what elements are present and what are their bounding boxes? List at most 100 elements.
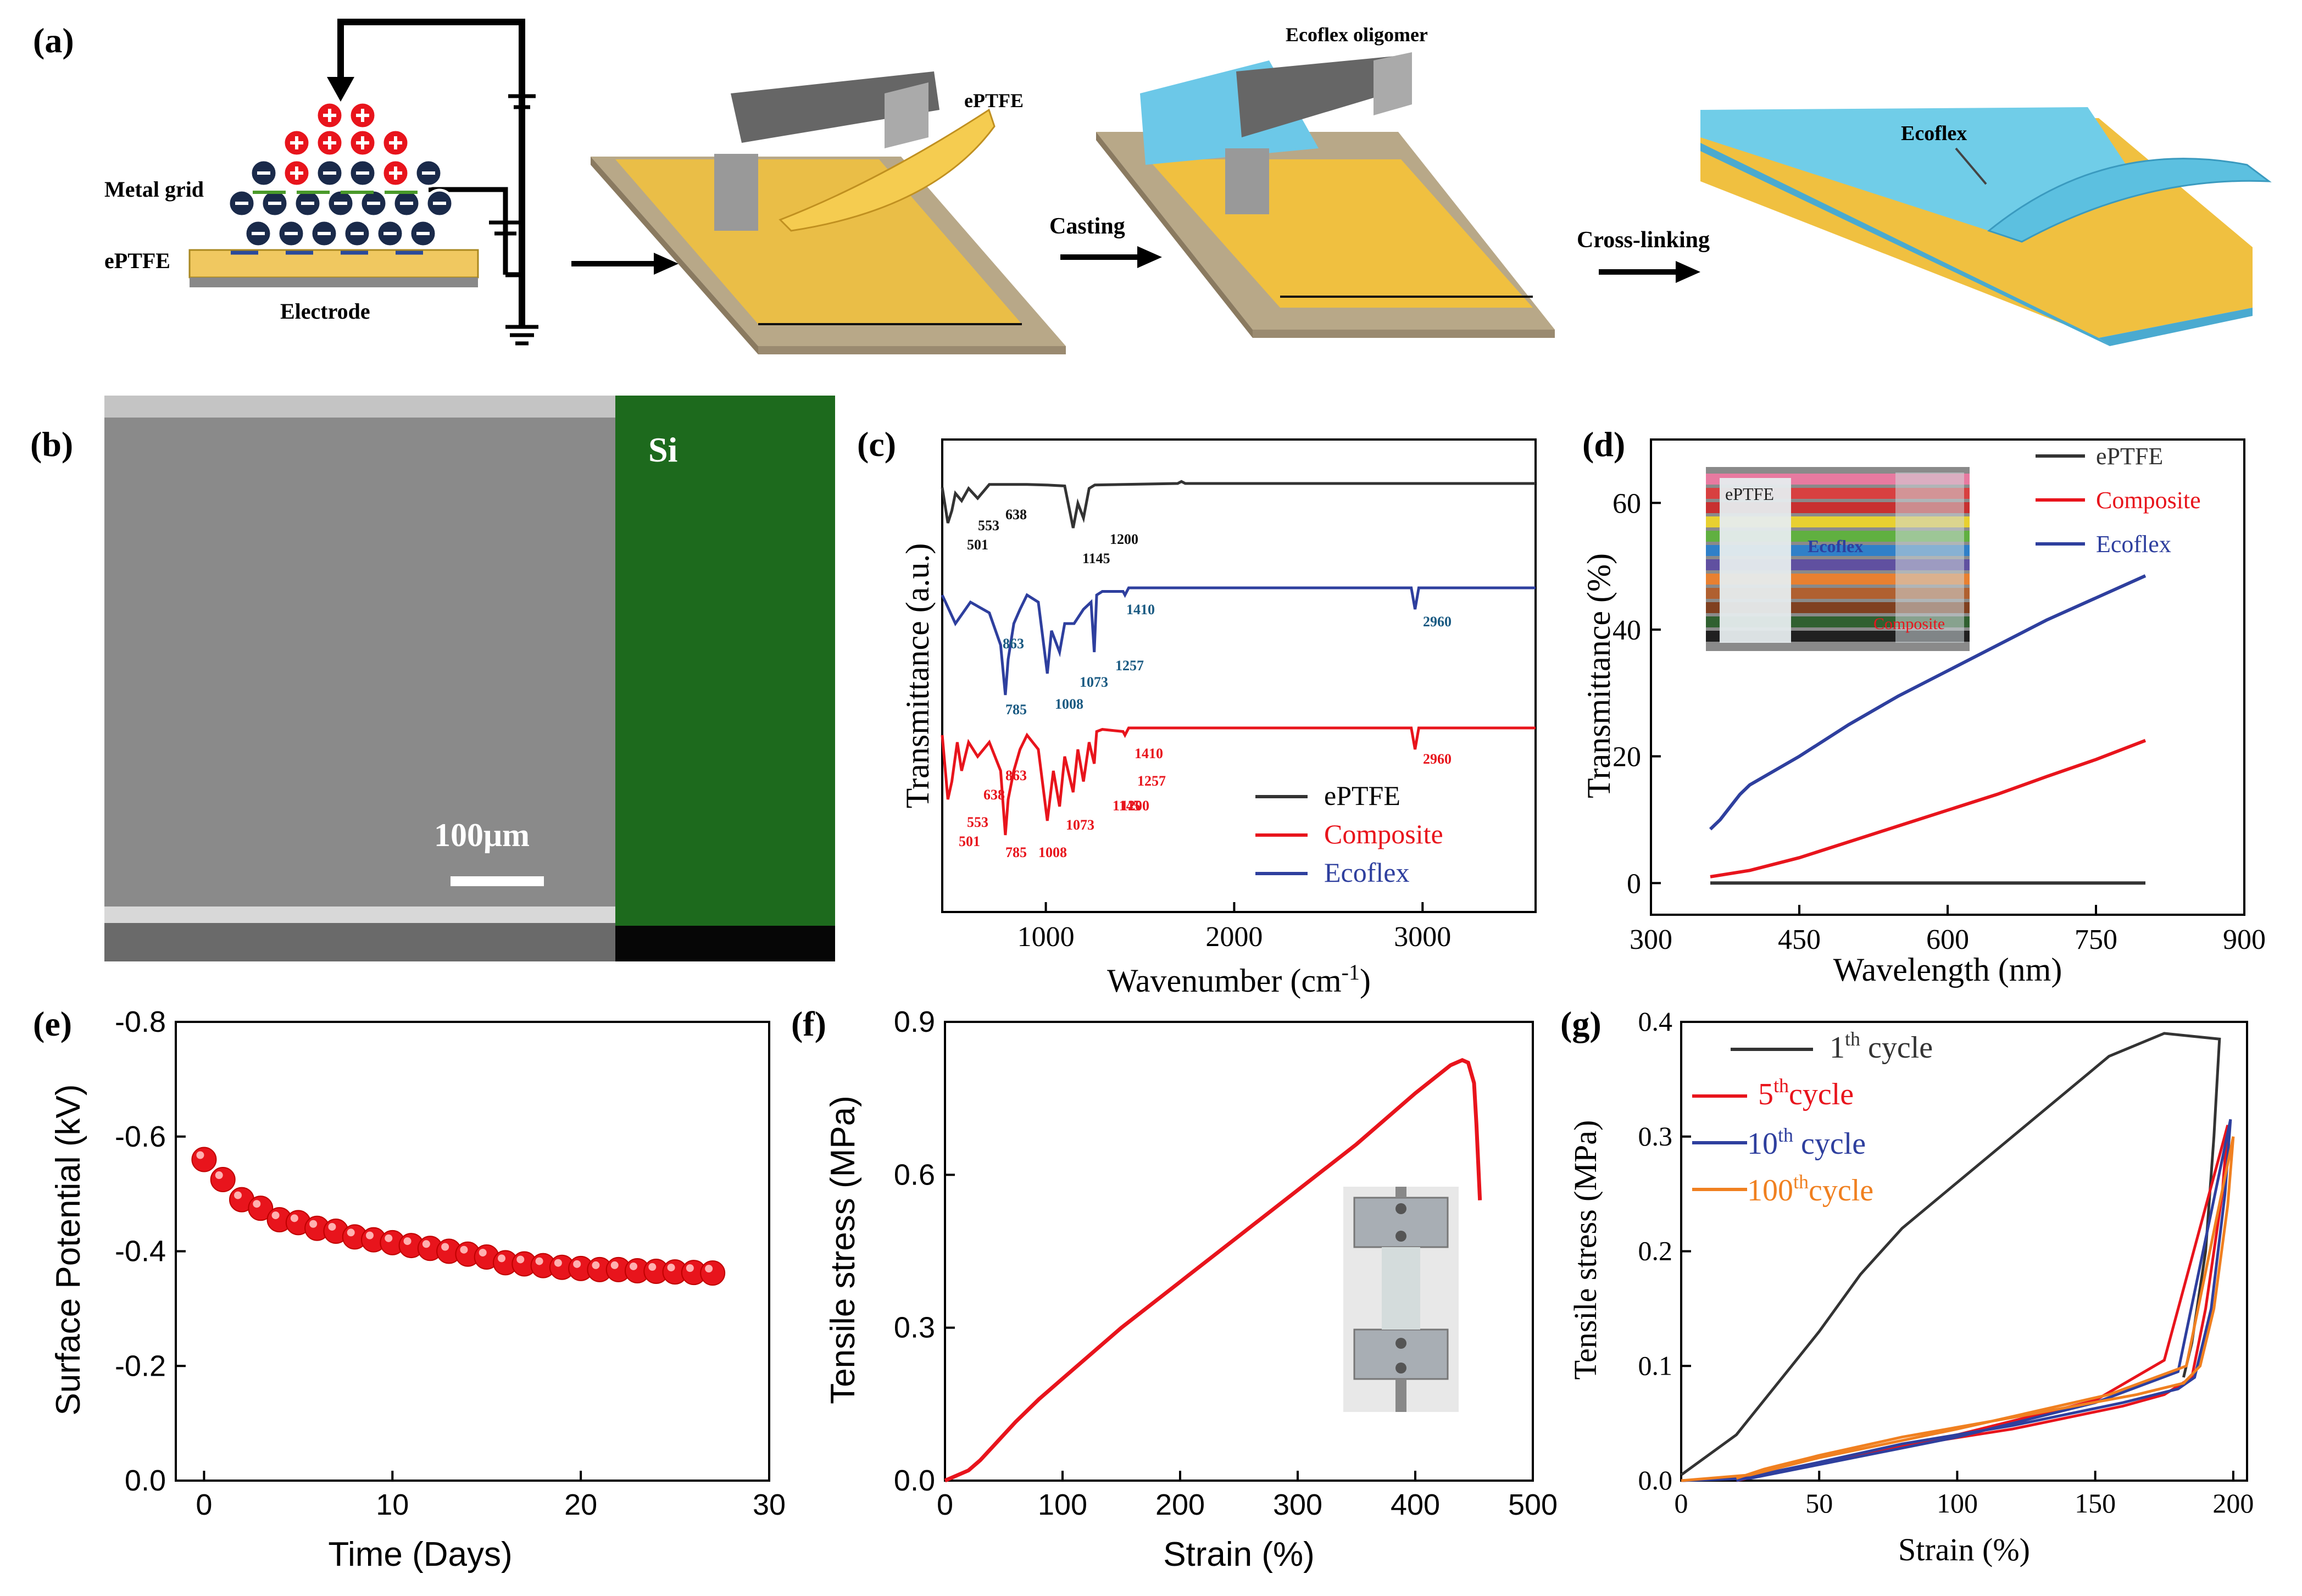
peak-label: 501 bbox=[959, 833, 980, 849]
peak-label: 1008 bbox=[1055, 696, 1083, 712]
panel-label-a: (a) bbox=[33, 21, 74, 60]
peak-label: 1257 bbox=[1115, 658, 1144, 674]
point-highlight bbox=[498, 1254, 505, 1263]
peak-label: 1073 bbox=[1066, 817, 1094, 833]
label-eptfe-roll: ePTFE bbox=[964, 90, 1024, 112]
x-tick-label: 2000 bbox=[1205, 921, 1263, 953]
y-axis-label: Transmittance (a.u.) bbox=[899, 543, 936, 809]
series-line-stress-strain bbox=[944, 1058, 1482, 1483]
y-tick-label: -0.6 bbox=[115, 1120, 166, 1153]
peak-label: 1410 bbox=[1126, 602, 1155, 618]
point-highlight bbox=[705, 1265, 713, 1273]
x-tick-label: 0 bbox=[1675, 1488, 1688, 1519]
x-axis-label: Wavelength (nm) bbox=[1833, 952, 2062, 988]
point-highlight bbox=[573, 1260, 581, 1268]
legend: ePTFE Composite Ecoflex bbox=[1255, 780, 1443, 888]
x-tick-label: 20 bbox=[564, 1488, 597, 1521]
legend-ecoflex: Ecoflex bbox=[1324, 857, 1409, 888]
legend-1th-cycle: 1th cycle bbox=[1830, 1028, 1933, 1065]
axes-frame bbox=[941, 438, 1537, 913]
label-ecoflex: Ecoflex bbox=[1901, 122, 1967, 145]
peak-label: 638 bbox=[1005, 507, 1027, 522]
x-tick-label: 200 bbox=[1155, 1488, 1205, 1521]
peak-label: 638 bbox=[983, 787, 1005, 803]
y-tick-label: 0.0 bbox=[125, 1464, 166, 1497]
data-point bbox=[700, 1260, 726, 1286]
peak-label: 785 bbox=[1005, 844, 1027, 860]
x-axis-label: Strain (%) bbox=[1163, 1536, 1315, 1573]
point-highlight bbox=[309, 1220, 318, 1228]
y-tick-label: -0.2 bbox=[115, 1349, 166, 1382]
data-point bbox=[191, 1147, 217, 1172]
panel-label-e: (e) bbox=[33, 1004, 72, 1043]
inset-tensile-photo bbox=[1343, 1187, 1459, 1412]
x-tick-label: 3000 bbox=[1394, 921, 1451, 953]
point-highlight bbox=[592, 1261, 600, 1269]
point-highlight bbox=[290, 1214, 298, 1222]
y-tick-label: 0.1 bbox=[1638, 1350, 1673, 1381]
x-tick-label: 500 bbox=[1508, 1488, 1558, 1521]
scale-bar-label: 100μm bbox=[434, 817, 530, 853]
legend-100th-cycle: 100thcycle bbox=[1747, 1171, 1873, 1208]
y-tick-label: 60 bbox=[1612, 488, 1641, 519]
peak-label: 1073 bbox=[1080, 674, 1108, 690]
legend: ePTFE Composite Ecoflex bbox=[2036, 443, 2201, 558]
y-axis-label: Tensile stress (MPa) bbox=[824, 1095, 862, 1404]
x-tick-label: 0 bbox=[196, 1488, 212, 1521]
y-tick-label: 0.6 bbox=[894, 1158, 935, 1191]
label-cross-linking: Cross-linking bbox=[1577, 227, 1710, 253]
point-highlight bbox=[196, 1151, 204, 1159]
inset-photo: ePTFE Ecoflex Composite bbox=[1706, 467, 1970, 651]
peak-label: 1008 bbox=[1038, 844, 1067, 860]
point-highlight bbox=[686, 1264, 694, 1272]
x-axis-label: Strain (%) bbox=[1898, 1532, 2030, 1567]
x-tick-label: 300 bbox=[1630, 924, 1672, 955]
y-tick-label: 20 bbox=[1612, 742, 1641, 773]
series-line-10th-cycle bbox=[1681, 1119, 2232, 1482]
y-tick-label: 0.3 bbox=[1638, 1121, 1673, 1152]
peak-label: 2960 bbox=[1423, 751, 1452, 767]
point-highlight bbox=[271, 1211, 280, 1220]
x-tick-label: 100 bbox=[1038, 1488, 1087, 1521]
series-line-composite bbox=[1710, 738, 2147, 878]
peak-label: 1410 bbox=[1135, 746, 1163, 761]
point-highlight bbox=[667, 1264, 675, 1272]
peak-label: 1200 bbox=[1121, 798, 1149, 814]
panel-a-schematic: Metal grid ePTFE Electrode ePTFE Casting bbox=[104, 19, 2272, 354]
legend-10th-cycle: 10th cycle bbox=[1747, 1124, 1866, 1161]
point-highlight bbox=[648, 1263, 657, 1271]
label-electrode: Electrode bbox=[280, 299, 370, 324]
peak-label: 863 bbox=[1005, 768, 1027, 783]
y-tick-label: 0.4 bbox=[1638, 1006, 1673, 1037]
y-tick-label: 0 bbox=[1627, 868, 1641, 899]
x-tick-label: 400 bbox=[1391, 1488, 1440, 1521]
y-tick-label: -0.4 bbox=[115, 1235, 166, 1268]
y-tick-label: 0.0 bbox=[894, 1464, 935, 1497]
panel-e-surface-potential: 0 10 20 30 0.0 -0.2 -0.4 -0.6 -0.8 Time (Days) S… bbox=[49, 1005, 786, 1573]
x-tick-label: 1000 bbox=[1017, 921, 1075, 953]
point-highlight bbox=[422, 1240, 430, 1248]
peak-label: 1200 bbox=[1110, 531, 1138, 547]
x-tick-label: 750 bbox=[2075, 924, 2117, 955]
point-highlight bbox=[328, 1222, 336, 1231]
point-highlight bbox=[234, 1191, 242, 1199]
x-tick-label: 450 bbox=[1778, 924, 1821, 955]
data-point bbox=[210, 1167, 236, 1193]
series-line-eptfe bbox=[941, 480, 1536, 529]
legend-composite: Composite bbox=[2096, 487, 2201, 514]
legend-eptfe: ePTFE bbox=[1324, 780, 1400, 811]
series-line-ecoflex bbox=[941, 586, 1536, 696]
series-line-5thcycle bbox=[1681, 1125, 2229, 1482]
peak-label: 863 bbox=[1003, 636, 1024, 652]
y-axis-label: Tensile stress (MPa) bbox=[1567, 1120, 1603, 1380]
series-line-100thcycle bbox=[1681, 1136, 2235, 1482]
point-highlight bbox=[366, 1231, 374, 1239]
label-si: Si bbox=[648, 430, 677, 469]
y-tick-label: 0.3 bbox=[894, 1311, 935, 1344]
label-ecoflex-oligomer: Ecoflex oligomer bbox=[1286, 24, 1428, 46]
panel-label-f: (f) bbox=[791, 1004, 826, 1043]
peak-label: 1257 bbox=[1137, 773, 1166, 789]
